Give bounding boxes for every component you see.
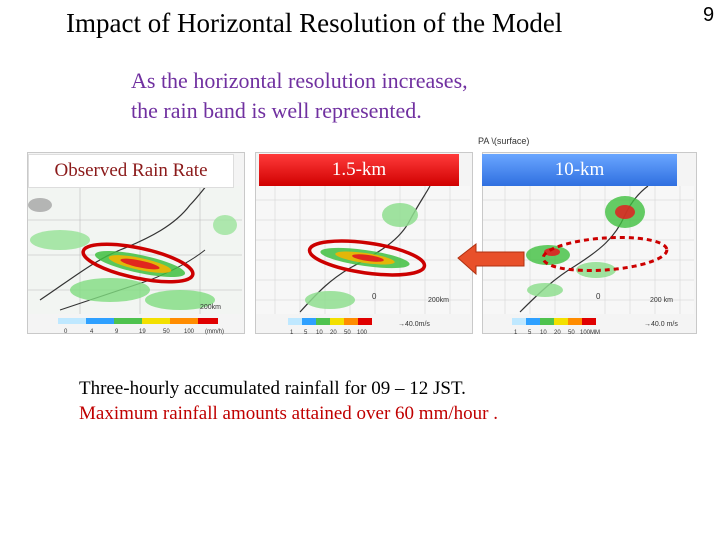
- subtitle-line-1: As the horizontal resolution increases,: [131, 68, 468, 93]
- observed-tick-4: 50: [163, 329, 170, 335]
- observed-tick-0: 0: [64, 329, 68, 335]
- res15-tick-4: 50: [344, 330, 351, 336]
- res15-tick-1: 5: [304, 330, 308, 336]
- observed-tick-5: 100: [184, 329, 195, 335]
- model-1-5km-map-art: 0 200km 1 5 10 20 50 100 →40.0m/s: [256, 185, 470, 336]
- observed-tick-1: 4: [90, 329, 94, 335]
- subtitle-line-2: the rain band is well represented.: [131, 98, 422, 123]
- observed-scale-label: 200km: [200, 304, 221, 311]
- caption-line-2: Maximum rainfall amounts attained over 6…: [79, 403, 498, 424]
- res10-tick-1: 5: [528, 330, 532, 336]
- subtitle: As the horizontal resolution increases, …: [131, 66, 468, 126]
- res10-tick-0: 1: [514, 330, 518, 336]
- observed-tick-unit: (mm/h): [205, 329, 224, 335]
- res15-tick-5: 100: [357, 330, 368, 336]
- observed-map-art: 200km 0 4 9 19 50 100 (mm/h): [28, 169, 242, 335]
- res15-tick-3: 20: [330, 330, 337, 336]
- res15-vector-label: →40.0m/s: [398, 321, 430, 328]
- res10-tick-3: 20: [554, 330, 561, 336]
- resolution-1-5km-label: 1.5-km: [259, 154, 459, 186]
- caption: Three-hourly accumulated rainfall for 09…: [79, 376, 498, 426]
- comparison-arrow-icon: [457, 242, 525, 276]
- model-10km-map-art: 0 200 km 1 5 10 20 50 100MM →40.0 m/s: [483, 185, 694, 336]
- origin-15-label: 0: [372, 292, 377, 301]
- observed-tick-2: 9: [115, 329, 119, 335]
- res10-tick-4: 50: [568, 330, 575, 336]
- res15-tick-2: 10: [316, 330, 323, 336]
- origin-10-label: 0: [596, 292, 601, 301]
- caption-line-1: Three-hourly accumulated rainfall for 09…: [79, 378, 466, 399]
- observed-tick-3: 19: [139, 329, 146, 335]
- res10-tick-5: 100MM: [580, 330, 600, 336]
- res10-tick-2: 10: [540, 330, 547, 336]
- map-header-text: PA \(surface): [478, 136, 530, 146]
- scale-10-label: 200 km: [650, 297, 673, 304]
- scale-15-label: 200km: [428, 297, 449, 304]
- resolution-10km-label: 10-km: [482, 154, 677, 186]
- slide-title: Impact of Horizontal Resolution of the M…: [66, 8, 563, 38]
- observed-label: Observed Rain Rate: [28, 154, 234, 188]
- slide-number: 9: [703, 4, 715, 26]
- res10-vector-label: →40.0 m/s: [644, 321, 678, 328]
- res15-tick-0: 1: [290, 330, 294, 336]
